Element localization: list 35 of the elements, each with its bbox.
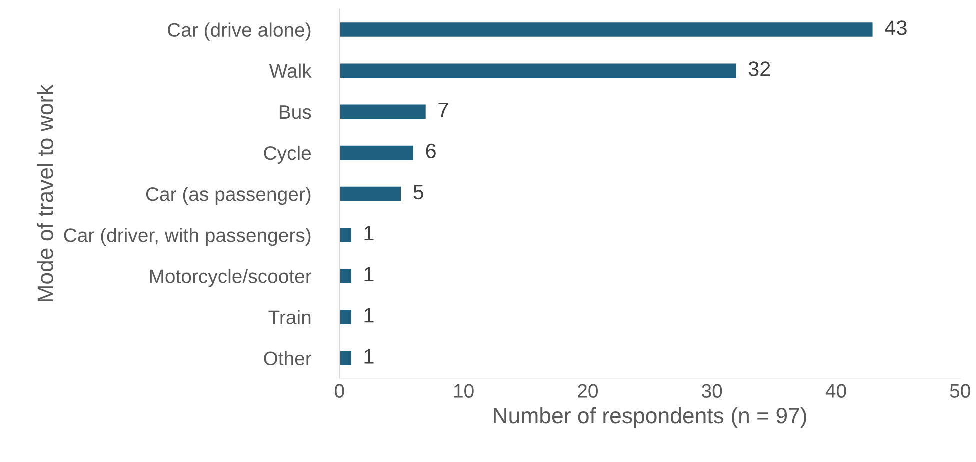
y-tick-label: Other: [264, 351, 312, 366]
data-label: 5: [414, 185, 424, 200]
bar: [340, 226, 353, 244]
x-tick-label: 30: [702, 384, 722, 398]
x-axis-title: Number of respondents (n = 97): [494, 407, 806, 428]
bar: [340, 186, 402, 203]
bar: [340, 21, 874, 38]
y-tick-label: Walk: [269, 64, 312, 78]
x-tick-label: 20: [578, 384, 598, 398]
data-label: 1: [364, 267, 374, 282]
x-tick-label: 10: [454, 384, 474, 398]
bar: [340, 350, 353, 367]
x-tick-label: 0: [335, 384, 344, 398]
bar: [340, 268, 353, 285]
data-label: 32: [748, 62, 770, 76]
y-tick-label: Car (driver, with passengers): [64, 228, 311, 246]
data-label: 43: [885, 20, 907, 36]
bar: [340, 103, 428, 120]
data-label: 1: [364, 349, 374, 364]
data-label: 1: [364, 226, 374, 240]
bar: [340, 144, 415, 162]
y-axis-title: Mode of travel to work: [37, 84, 54, 302]
data-label: 1: [364, 308, 374, 323]
y-tick-label: Train: [268, 310, 311, 324]
data-label: 6: [426, 144, 436, 159]
x-tick-label: 40: [826, 384, 846, 398]
x-tick-label: 50: [950, 384, 970, 398]
y-tick-label: Car (drive alone): [168, 22, 311, 41]
y-tick-label: Cycle: [264, 146, 312, 164]
bar: [340, 62, 738, 80]
y-tick-label: Bus: [280, 106, 312, 120]
bar: [340, 308, 353, 326]
y-tick-label: Car (as passenger): [146, 186, 311, 206]
data-label: 7: [438, 102, 448, 118]
y-tick-label: Motorcycle/scooter: [150, 269, 312, 288]
